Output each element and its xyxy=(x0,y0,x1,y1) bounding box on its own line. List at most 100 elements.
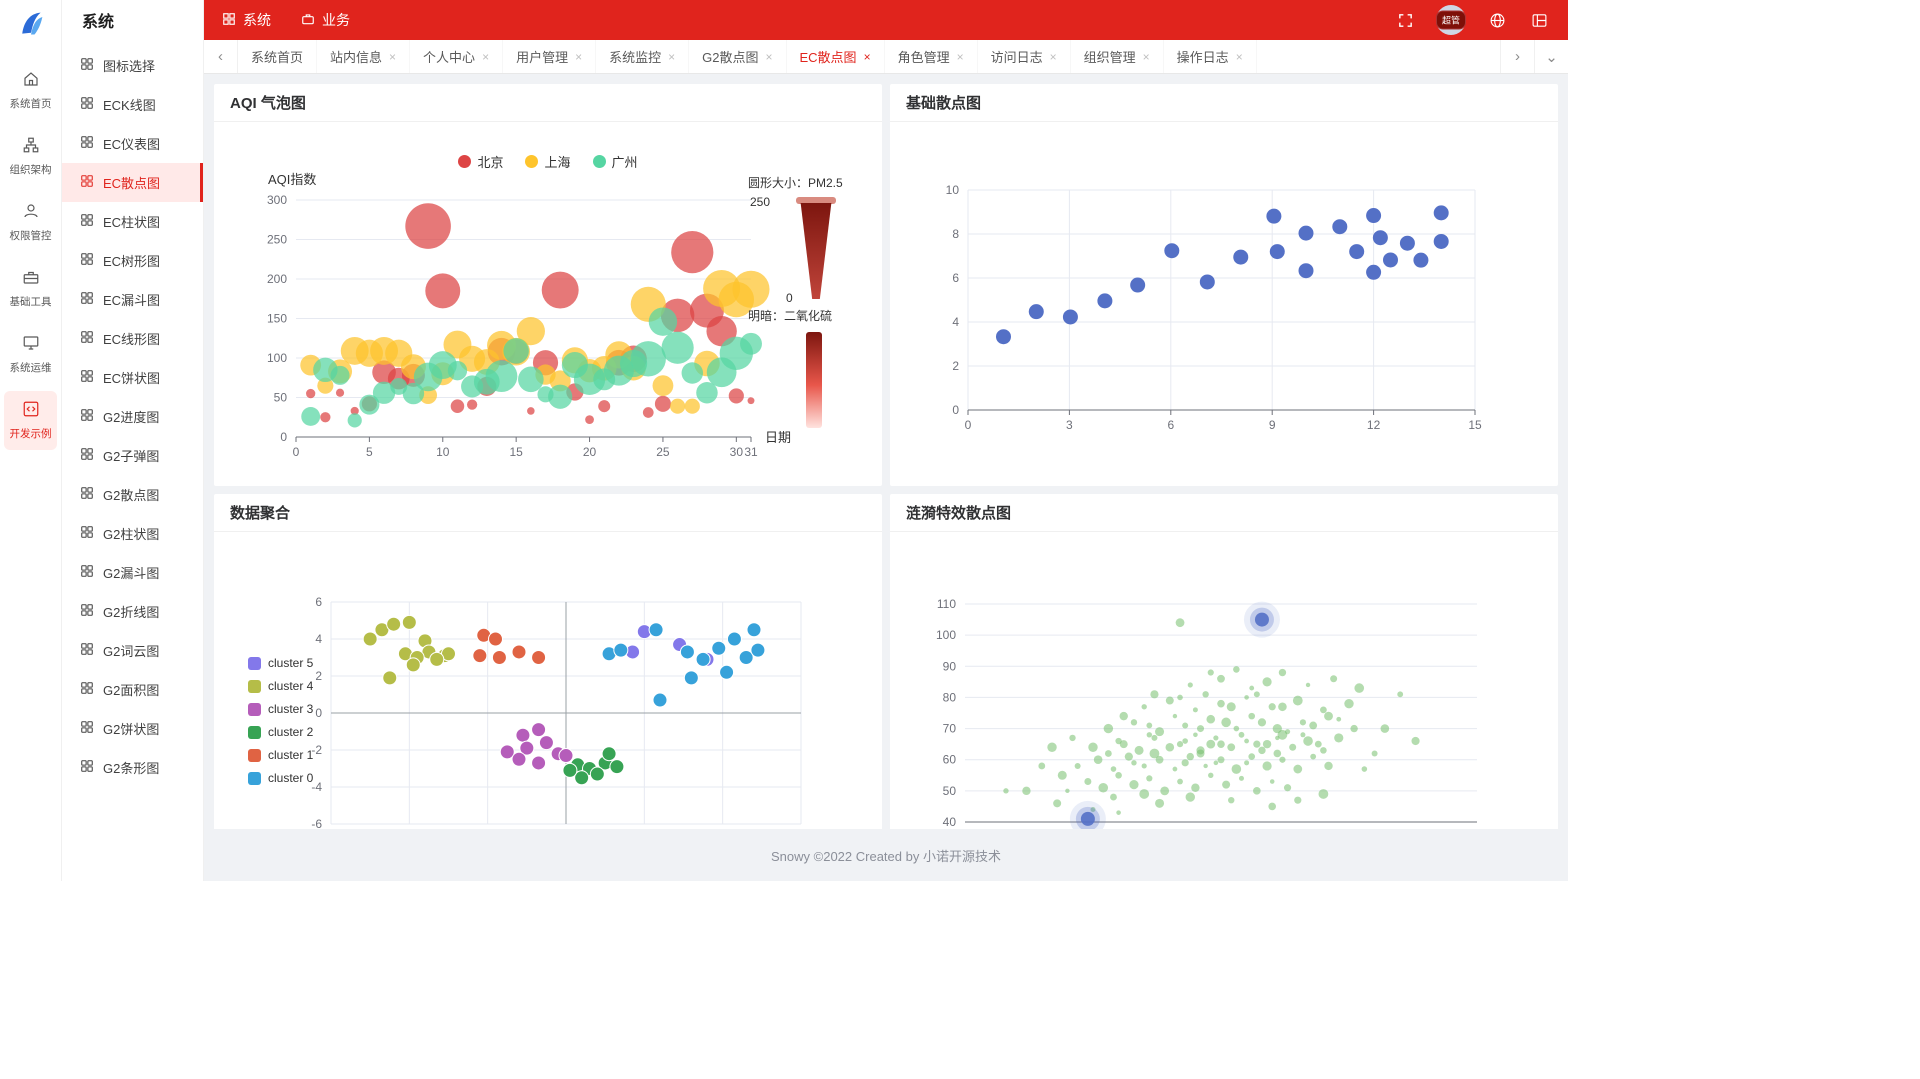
tab[interactable]: EC散点图 × xyxy=(787,40,885,73)
legend-item[interactable]: cluster 1 xyxy=(248,748,313,762)
svg-text:40: 40 xyxy=(943,815,957,829)
close-icon[interactable]: × xyxy=(1049,49,1057,64)
sidebar-item[interactable]: EC仪表图 xyxy=(62,124,203,163)
sidebar-item[interactable]: G2饼状图 xyxy=(62,709,203,748)
tab[interactable]: 组织管理 × xyxy=(1071,40,1164,73)
close-icon[interactable]: × xyxy=(1142,49,1150,64)
close-icon[interactable]: × xyxy=(863,49,871,64)
close-icon[interactable]: × xyxy=(956,49,964,64)
tabs-menu-button[interactable]: ⌄ xyxy=(1534,40,1568,73)
legend-swatch xyxy=(248,656,261,670)
sidebar-item[interactable]: EC树形图 xyxy=(62,241,203,280)
svg-text:60: 60 xyxy=(943,753,957,767)
tab[interactable]: G2散点图 × xyxy=(689,40,787,73)
rail-item-org[interactable]: 组织架构 xyxy=(4,127,57,186)
close-icon[interactable]: × xyxy=(575,49,583,64)
legend-item[interactable]: cluster 2 xyxy=(248,725,313,739)
svg-text:110: 110 xyxy=(937,597,956,611)
legend-item[interactable]: 北京 xyxy=(458,152,503,171)
tab[interactable]: 访问日志 × xyxy=(978,40,1071,73)
tab-bar: ‹ 系统首页 × 站内信息 × 个人中心 × xyxy=(204,40,1568,74)
sidebar-item[interactable]: 图标选择 xyxy=(62,46,203,85)
legend-item[interactable]: cluster 3 xyxy=(248,702,313,716)
svg-text:80: 80 xyxy=(943,690,957,704)
rail-item-dev[interactable]: 开发示例 xyxy=(4,391,57,450)
sidebar-menu: 图标选择 ECK线图 EC仪表图 EC散点图 xyxy=(62,46,203,787)
tab[interactable]: 操作日志 × xyxy=(1164,40,1257,73)
visualmap-gradient-bar[interactable] xyxy=(806,332,822,428)
tab[interactable]: 个人中心 × xyxy=(410,40,504,73)
close-icon[interactable]: × xyxy=(482,49,490,64)
tab[interactable]: 系统首页 × xyxy=(238,40,318,73)
grid-icon xyxy=(80,564,94,581)
sidebar-item[interactable]: EC饼状图 xyxy=(62,358,203,397)
fullscreen-button[interactable] xyxy=(1394,9,1416,31)
legend-item[interactable]: cluster 0 xyxy=(248,771,313,785)
svg-text:20: 20 xyxy=(583,445,597,459)
visualmap-size-control[interactable]: 250 0 xyxy=(748,195,872,305)
svg-text:300: 300 xyxy=(267,193,287,207)
sidebar-item[interactable]: G2进度图 xyxy=(62,397,203,436)
sidebar-item-label: EC线形图 xyxy=(103,332,161,347)
sidebar-item[interactable]: EC漏斗图 xyxy=(62,280,203,319)
legend-item[interactable]: cluster 5 xyxy=(248,656,313,670)
svg-text:200: 200 xyxy=(267,272,287,286)
rail-item-tools[interactable]: 基础工具 xyxy=(4,259,57,318)
tab-label: 用户管理 xyxy=(516,50,569,65)
sidebar-item[interactable]: G2折线图 xyxy=(62,592,203,631)
legend-item[interactable]: 上海 xyxy=(525,152,571,171)
sidebar-item[interactable]: ECK线图 xyxy=(62,85,203,124)
sidebar-item[interactable]: EC线形图 xyxy=(62,319,203,358)
close-icon[interactable]: × xyxy=(765,49,773,64)
tab[interactable]: 系统监控 × xyxy=(596,40,690,73)
tab[interactable]: 用户管理 × xyxy=(503,40,597,73)
legend-item[interactable]: 广州 xyxy=(592,152,638,171)
sidebar-item-label: G2进度图 xyxy=(103,410,160,425)
tab[interactable]: 站内信息 × xyxy=(317,40,411,73)
grid-icon xyxy=(80,96,94,113)
aqi-bubble-chart[interactable]: 0 50 100 150 200 250 300 0 5 10 15 20 25 30 31 AQI指数 日期 … xyxy=(214,122,882,486)
code-icon xyxy=(22,400,40,421)
rail-item-ops[interactable]: 系统运维 xyxy=(4,325,57,384)
grid-icon xyxy=(80,720,94,737)
sidebar-item[interactable]: G2条形图 xyxy=(62,748,203,787)
language-button[interactable] xyxy=(1486,9,1508,31)
sidebar-item[interactable]: G2面积图 xyxy=(62,670,203,709)
sidebar-item[interactable]: G2子弹图 xyxy=(62,436,203,475)
app-logo[interactable] xyxy=(0,0,61,48)
chart-legend: 北京 上海 广州 xyxy=(214,152,882,171)
cluster-scatter-chart[interactable]: -6 -4 -2 0 2 4 6 cluster 5 cluster 4 xyxy=(214,532,882,829)
header-menu-system[interactable]: 系统 xyxy=(222,10,271,30)
rail-menu: 系统首页 组织架构 权限管控 基础工具 系统运维 开发示例 xyxy=(0,54,61,457)
sidebar-item[interactable]: G2词云图 xyxy=(62,631,203,670)
visual-map[interactable]: 圆形大小：PM2.5 250 0 明暗：二氧化硫 xyxy=(748,174,872,428)
legend-label: 北京 xyxy=(477,155,504,170)
layout-settings-button[interactable] xyxy=(1528,9,1550,31)
svg-text:15: 15 xyxy=(509,445,523,459)
tabs-scroll-left-button[interactable]: ‹ xyxy=(204,40,238,73)
sidebar-item-label: G2漏斗图 xyxy=(103,566,160,581)
basic-scatter-chart[interactable]: 0 2 4 6 8 10 0 3 6 9 12 15 xyxy=(890,122,1558,486)
grid-icon xyxy=(80,525,94,542)
sidebar-item[interactable]: G2散点图 xyxy=(62,475,203,514)
tab[interactable]: 角色管理 × xyxy=(885,40,978,73)
svg-text:250: 250 xyxy=(267,233,287,247)
close-icon[interactable]: × xyxy=(389,49,397,64)
sidebar-item[interactable]: G2漏斗图 xyxy=(62,553,203,592)
effect-scatter-chart[interactable]: 40 50 60 70 80 90 100 110 xyxy=(890,532,1558,829)
sidebar-item[interactable]: G2柱状图 xyxy=(62,514,203,553)
rail-item-home[interactable]: 系统首页 xyxy=(4,61,57,120)
svg-text:150: 150 xyxy=(267,312,287,326)
close-icon[interactable]: × xyxy=(1235,49,1243,64)
toolbox-icon xyxy=(22,268,40,289)
grid-icon xyxy=(80,252,94,269)
tabs-scroll-right-button[interactable]: › xyxy=(1500,40,1534,73)
close-icon[interactable]: × xyxy=(668,49,676,64)
user-avatar[interactable]: 超管 xyxy=(1435,5,1467,35)
legend-item[interactable]: cluster 4 xyxy=(248,679,313,693)
grid-icon xyxy=(80,174,94,191)
sidebar-item[interactable]: EC柱状图 xyxy=(62,202,203,241)
header-menu-business[interactable]: 业务 xyxy=(301,10,350,30)
sidebar-item[interactable]: EC散点图 xyxy=(62,163,203,202)
rail-item-perm[interactable]: 权限管控 xyxy=(4,193,57,252)
